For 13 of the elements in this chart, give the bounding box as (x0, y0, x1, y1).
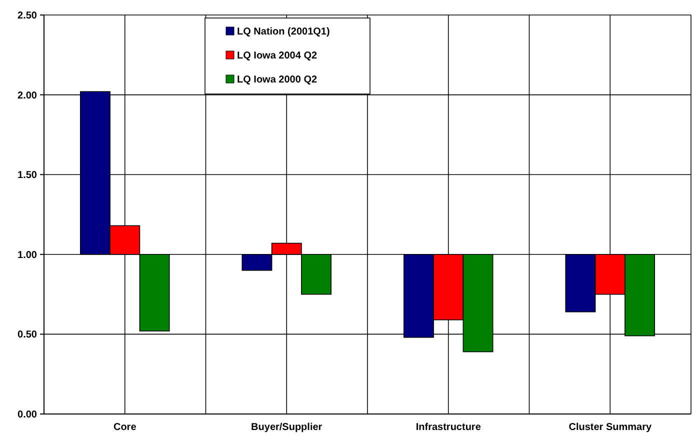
y-tick-label: 1.00 (18, 250, 38, 261)
legend-label: LQ Iowa 2000 Q2 (237, 74, 318, 86)
legend-label: LQ Nation (2001Q1) (237, 26, 330, 38)
y-tick-label: 1.50 (18, 170, 38, 182)
y-tick-label: 0.00 (18, 410, 38, 420)
legend-label: LQ Iowa 2004 Q2 (237, 50, 318, 62)
x-tick-label: Cluster Summary (568, 422, 652, 433)
y-tick-label: 2.50 (18, 10, 38, 22)
y-tick-label: 0.50 (18, 330, 38, 341)
x-tick-label: Infrastructure (416, 422, 482, 433)
y-tick-label: 2.00 (18, 90, 38, 102)
x-tick-label: Core (113, 422, 137, 433)
x-tick-label: Buyer/Supplier (251, 422, 322, 433)
